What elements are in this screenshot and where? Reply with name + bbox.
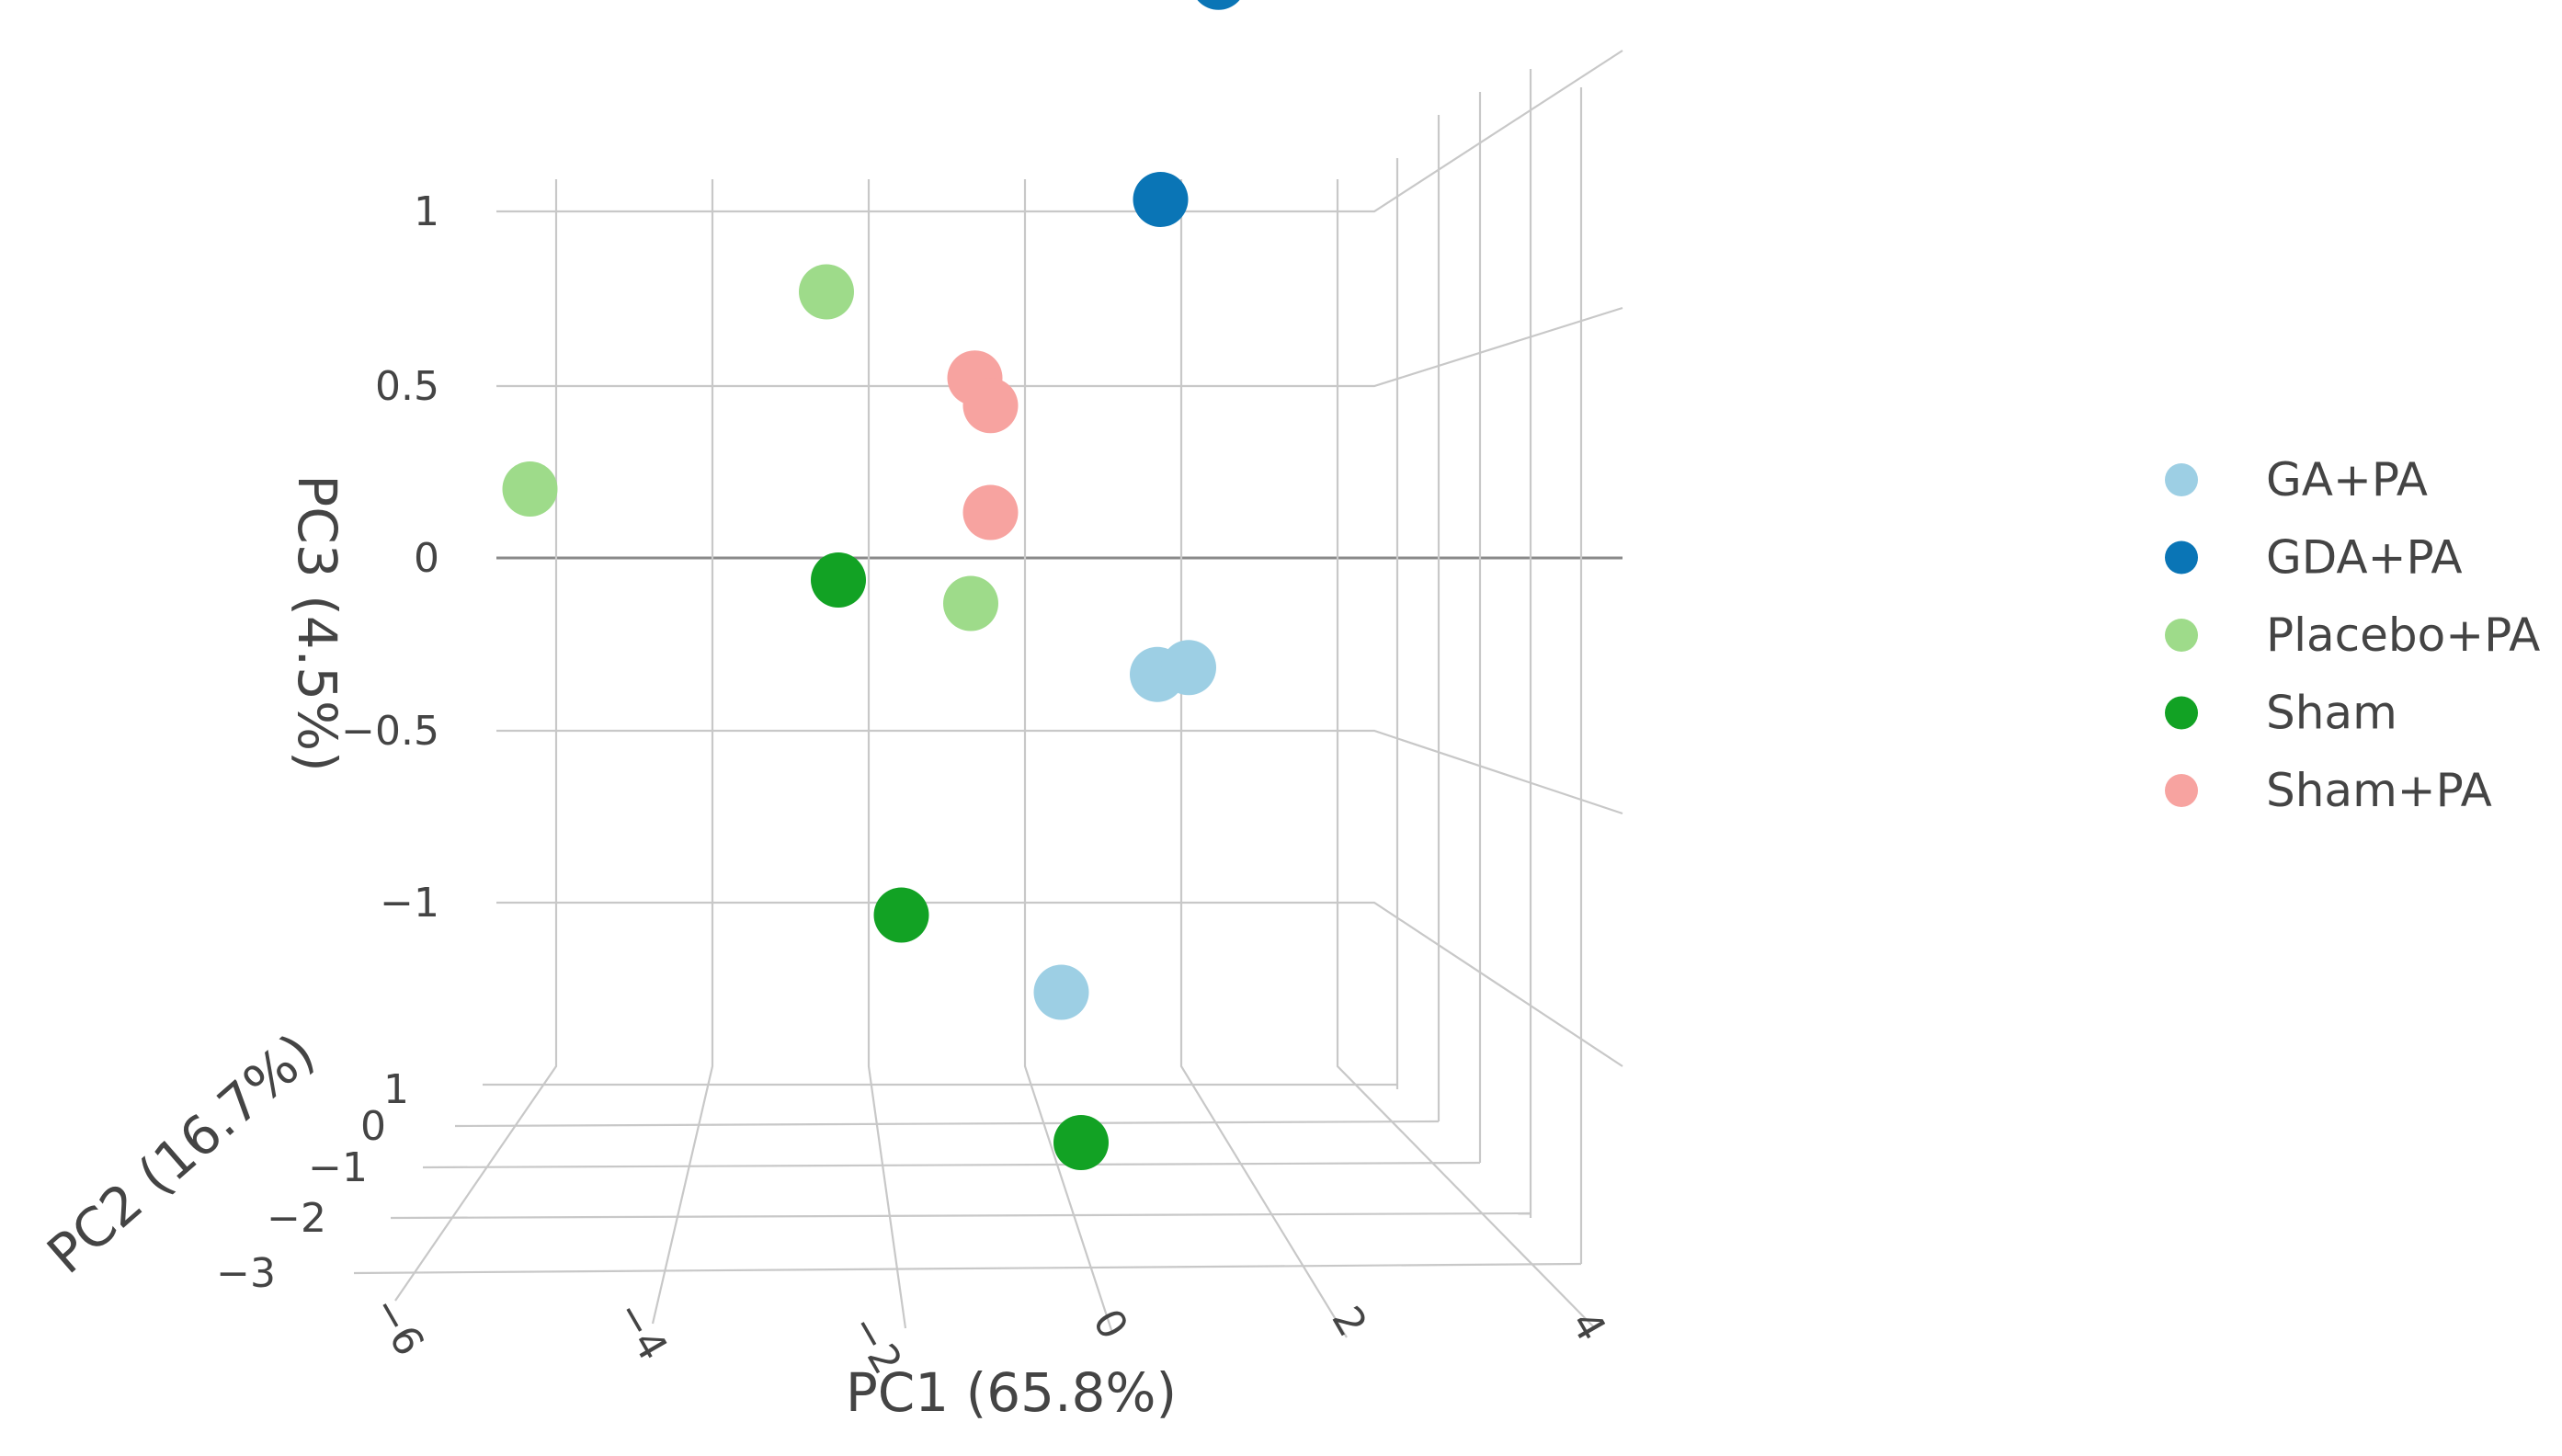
data-points xyxy=(502,0,1247,1170)
pc3-tick-label: 0 xyxy=(414,535,439,582)
legend-marker[interactable] xyxy=(2165,774,2198,807)
grid-layer xyxy=(353,50,1623,1338)
pc3-gridline xyxy=(496,50,1623,213)
data-point[interactable] xyxy=(1161,640,1216,696)
legend-marker[interactable] xyxy=(2165,696,2198,730)
legend[interactable]: GA+PA GDA+PA Placebo+PA Sham Sham+PA xyxy=(2165,453,2540,817)
pc2-floor-gridline xyxy=(353,1262,1582,1275)
pc3-tick-label: −1 xyxy=(380,880,439,927)
y-axis-title: PC2 (16.7%) xyxy=(36,1021,327,1286)
pc3-gridline xyxy=(496,306,1623,388)
x-axis-title: PC1 (65.8%) xyxy=(846,1361,1177,1424)
legend-label[interactable]: GDA+PA xyxy=(2266,531,2463,585)
pc2-tick-label: −3 xyxy=(216,1250,276,1297)
legend-marker[interactable] xyxy=(2165,540,2198,574)
pc1-tick-label: −4 xyxy=(606,1293,677,1369)
legend-label[interactable]: Sham+PA xyxy=(2266,764,2492,817)
pc2-tick-label: 0 xyxy=(360,1103,386,1150)
pc1-gridline xyxy=(867,179,907,1329)
pc3-gridline xyxy=(496,729,1623,815)
pc2-tick-label: 1 xyxy=(383,1066,409,1113)
pc2-tick-label: −2 xyxy=(267,1195,326,1242)
data-point[interactable] xyxy=(962,484,1019,540)
legend-marker[interactable] xyxy=(2165,463,2198,496)
pc1-tick-label: 0 xyxy=(1083,1302,1136,1348)
data-point[interactable] xyxy=(1133,172,1189,227)
data-point[interactable] xyxy=(873,887,929,943)
pc1-gridline xyxy=(394,179,558,1302)
data-point[interactable] xyxy=(962,378,1019,434)
pc3-tick-label: 1 xyxy=(414,188,439,235)
pc1-gridline xyxy=(651,179,714,1325)
pc2-floor-gridline xyxy=(454,1120,1440,1128)
legend-marker[interactable] xyxy=(2165,619,2198,652)
tick-layer: −1−0.500.51−6 −4 −2 0 2 4−3−2−101 xyxy=(216,188,1615,1382)
pc3-tick-label: 0.5 xyxy=(375,363,439,410)
axis-titles: PC1 (65.8%) PC3 (4.5%) PC2 (16.7%) xyxy=(36,474,1178,1424)
data-point[interactable] xyxy=(1191,0,1247,10)
legend-label[interactable]: Sham xyxy=(2266,687,2397,740)
pc1-tick-label: 2 xyxy=(1322,1299,1375,1345)
pc2-floor-gridline xyxy=(390,1211,1532,1220)
data-point[interactable] xyxy=(1033,964,1089,1020)
pc2-floor-gridline xyxy=(422,1161,1481,1169)
data-point[interactable] xyxy=(799,264,854,320)
data-point[interactable] xyxy=(502,461,558,517)
z-axis-title: PC3 (4.5%) xyxy=(286,474,348,771)
pc1-gridline xyxy=(1179,179,1348,1338)
pc3-tick-label: −0.5 xyxy=(341,708,439,755)
pc1-tick-label: −6 xyxy=(362,1289,433,1364)
pc1-tick-label: 4 xyxy=(1561,1303,1614,1349)
legend-label[interactable]: Placebo+PA xyxy=(2266,609,2540,662)
data-point[interactable] xyxy=(943,575,998,631)
legend-label[interactable]: GA+PA xyxy=(2266,453,2428,506)
data-point[interactable] xyxy=(1053,1115,1109,1170)
pc1-gridline xyxy=(1023,179,1114,1334)
pc3-gridline xyxy=(496,901,1623,1067)
pc2-tick-label: −1 xyxy=(308,1144,368,1191)
data-point[interactable] xyxy=(811,552,866,608)
pc1-gridline xyxy=(1336,179,1596,1329)
